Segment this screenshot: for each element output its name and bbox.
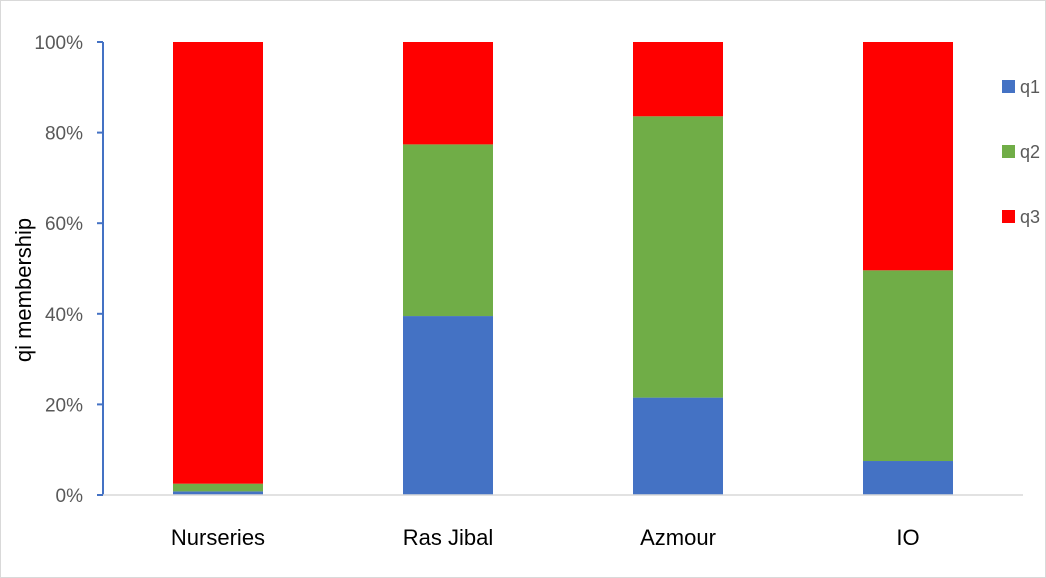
legend-label-q2: q2 xyxy=(1020,142,1040,162)
bar-segment-q2-azmour xyxy=(633,116,723,398)
bar-segment-q3-azmour xyxy=(633,42,723,117)
bar-segment-q1-azmour xyxy=(633,397,723,495)
bars-layer xyxy=(173,42,953,495)
x-tick-label: Ras Jibal xyxy=(403,525,493,550)
bar-segment-q1-io xyxy=(863,461,953,495)
bar-segment-q1-nurseries xyxy=(173,491,263,495)
legend-swatch-q1 xyxy=(1002,80,1015,93)
bar-segment-q3-nurseries xyxy=(173,42,263,484)
y-tick-label: 80% xyxy=(45,124,83,145)
y-tick-label: 0% xyxy=(56,486,84,507)
legend: q1 q2 q3 xyxy=(1002,77,1040,227)
bar-segment-q2-ras-jibal xyxy=(403,144,493,317)
y-tick-label: 20% xyxy=(45,395,83,416)
legend-swatch-q2 xyxy=(1002,145,1015,158)
y-tick-label: 60% xyxy=(45,214,83,235)
bar-segment-q1-ras-jibal xyxy=(403,316,493,495)
legend-swatch-q3 xyxy=(1002,210,1015,223)
x-tick-label: Azmour xyxy=(640,525,716,550)
x-tick-label: Nurseries xyxy=(171,525,265,550)
y-tick-label: 100% xyxy=(34,33,83,54)
legend-label-q1: q1 xyxy=(1020,77,1040,97)
x-tick-label: IO xyxy=(896,525,919,550)
bar-segment-q2-io xyxy=(863,270,953,462)
axes-layer xyxy=(97,41,1023,496)
legend-label-q3: q3 xyxy=(1020,207,1040,227)
y-tick-label: 40% xyxy=(45,305,83,326)
bar-segment-q3-ras-jibal xyxy=(403,42,493,145)
labels-layer: Nurseries Ras Jibal Azmour IO 0% 20% 40% 60% 80%… xyxy=(34,33,919,550)
bar-segment-q2-nurseries xyxy=(173,483,263,492)
y-axis-title: qi membership xyxy=(11,218,36,362)
bar-segment-q3-io xyxy=(863,42,953,271)
